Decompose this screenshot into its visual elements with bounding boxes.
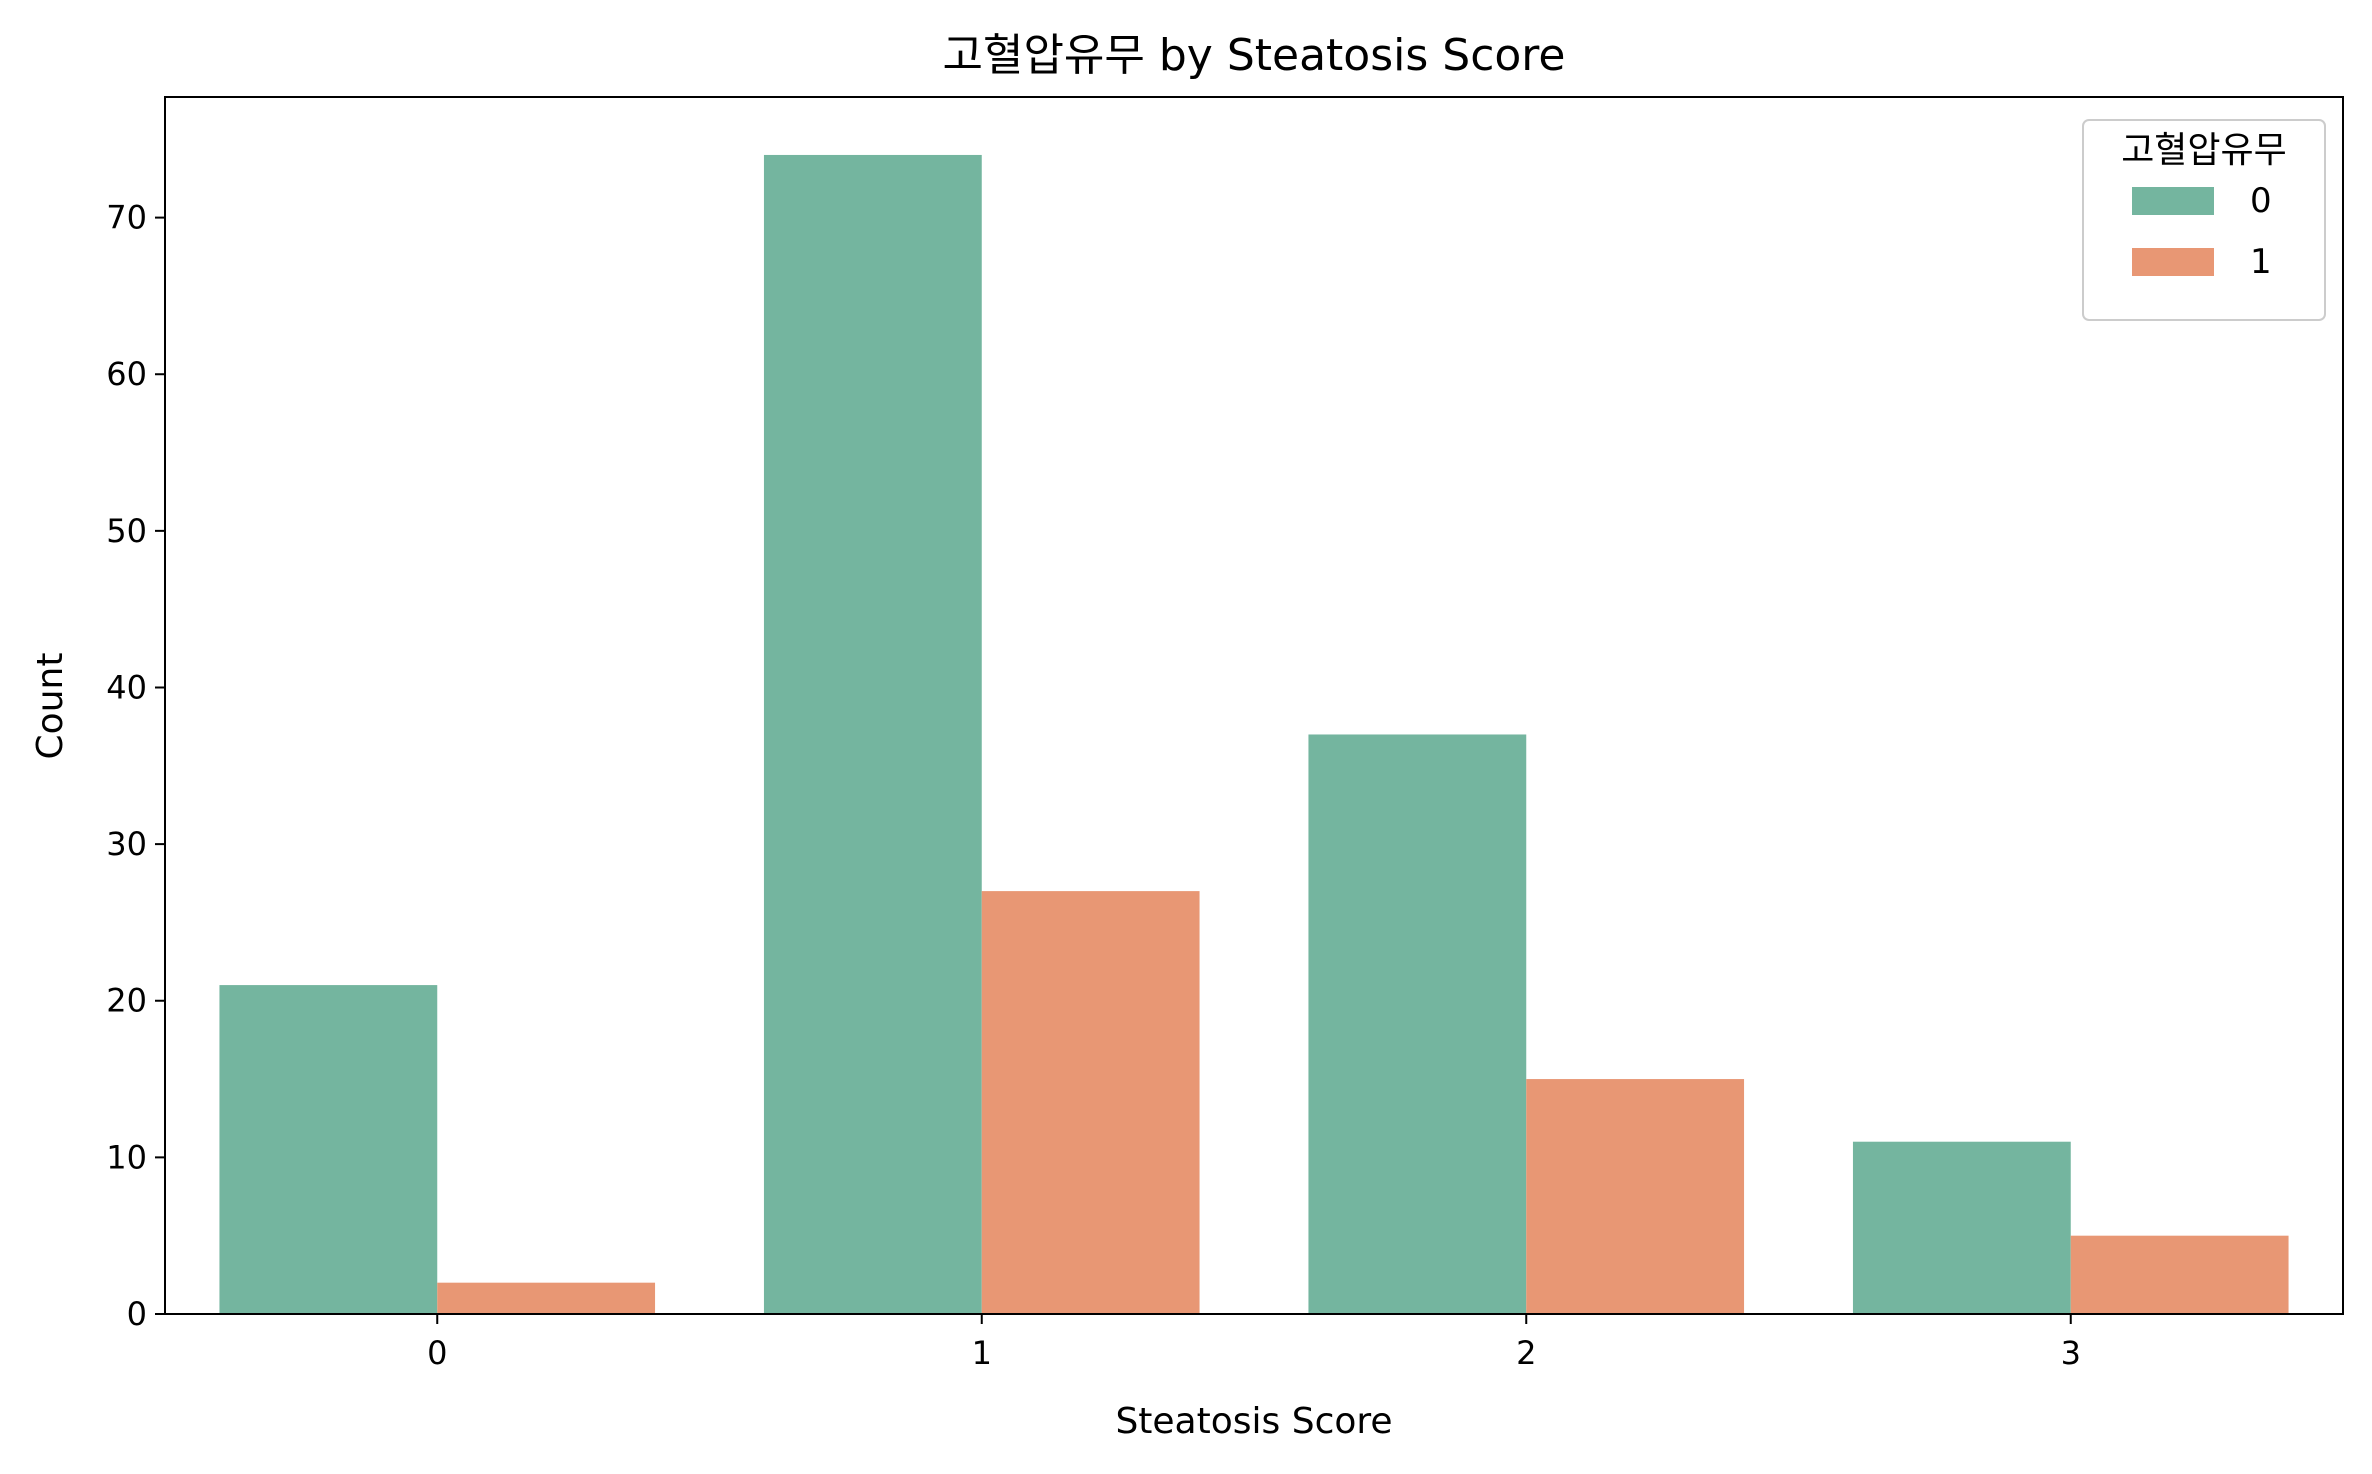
- bar-score-1-group-0: [763, 154, 982, 1314]
- y-tick-label: 10: [106, 1138, 147, 1176]
- y-tick-label: 40: [106, 668, 147, 706]
- y-tick-label: 30: [106, 825, 147, 863]
- legend-swatch-0: [2132, 187, 2214, 215]
- x-axis-label: Steatosis Score: [1115, 1401, 1392, 1442]
- bar-score-2-group-0: [1308, 734, 1527, 1314]
- bar-score-3-group-1: [2070, 1235, 2289, 1314]
- y-tick-label: 0: [127, 1295, 147, 1333]
- x-tick-label: 3: [2061, 1334, 2081, 1372]
- plot-frame: [164, 96, 2344, 1315]
- x-tick-label: 2: [1516, 1334, 1536, 1372]
- y-tick-label: 60: [106, 355, 147, 393]
- bars: [219, 154, 2289, 1314]
- legend: 고혈압유무 01: [2082, 119, 2326, 321]
- legend-label-0: 0: [2250, 181, 2272, 221]
- x-axis-ticks: 0 1 2 3: [427, 1314, 2081, 1372]
- legend-swatch-1: [2132, 248, 2214, 276]
- bar-score-0-group-0: [219, 985, 438, 1314]
- bar-score-2-group-1: [1526, 1079, 1745, 1314]
- bar-score-3-group-0: [1852, 1141, 2071, 1314]
- x-tick-label: 0: [427, 1334, 447, 1372]
- y-tick-label: 70: [106, 199, 147, 237]
- x-tick-label: 1: [972, 1334, 992, 1372]
- y-tick-label: 20: [106, 982, 147, 1020]
- y-tick-label: 50: [106, 512, 147, 550]
- legend-items: 01: [2132, 181, 2272, 282]
- y-axis-ticks: 0 10 20 30 40 50 60 70: [106, 199, 165, 1333]
- chart-title: 고혈압유무 by Steatosis Score: [942, 30, 1565, 81]
- bar-score-1-group-1: [981, 891, 1200, 1314]
- bar-score-0-group-1: [437, 1282, 656, 1314]
- y-axis-label: Count: [30, 653, 71, 760]
- legend-label-1: 1: [2250, 242, 2272, 282]
- legend-title: 고혈압유무: [2121, 130, 2287, 171]
